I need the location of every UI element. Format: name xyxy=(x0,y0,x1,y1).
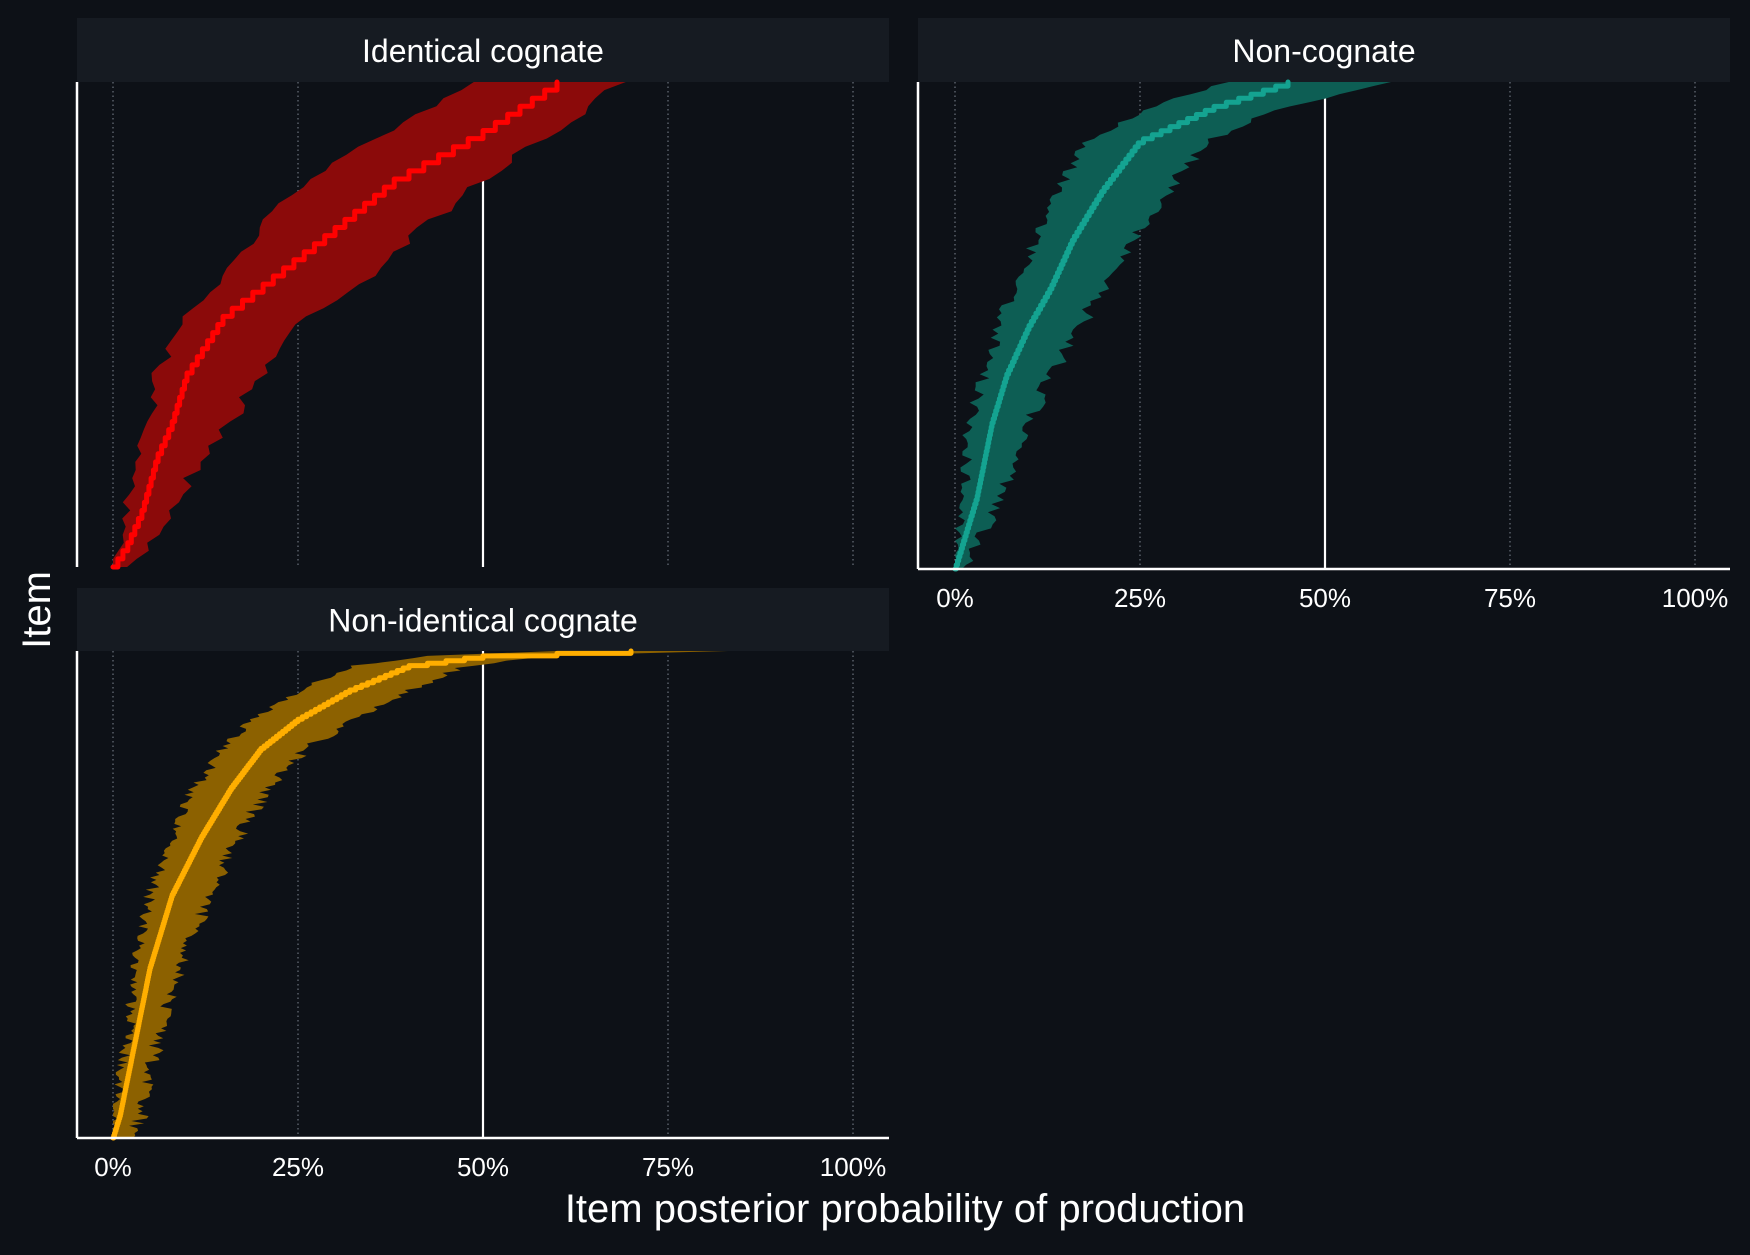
x-tick-label: 25% xyxy=(1114,583,1166,613)
x-tick-label: 50% xyxy=(1299,583,1351,613)
panel-title: Non-cognate xyxy=(1232,33,1415,69)
panel-title: Identical cognate xyxy=(362,33,604,69)
panel-3: Non-identical cognate 0% 25% 50% 75% 100% xyxy=(75,588,889,1182)
panel-title: Non-identical cognate xyxy=(328,603,638,639)
y-axis-title: Item xyxy=(15,571,59,649)
x-tick-label: 100% xyxy=(820,1152,887,1182)
x-tick-label: 75% xyxy=(642,1152,694,1182)
x-tick-label: 25% xyxy=(272,1152,324,1182)
median-line xyxy=(110,648,634,1141)
panels-layer: Identical cognate Non-cognate 0% 25% 50% 75% 1… xyxy=(75,18,1730,1182)
x-axis-title: Item posterior probability of production xyxy=(565,1187,1245,1231)
panel-strip xyxy=(918,18,1730,82)
panel-strip xyxy=(77,588,889,651)
panel-strip xyxy=(77,18,889,82)
x-tick-label: 75% xyxy=(1484,583,1536,613)
median-line xyxy=(952,79,1291,572)
x-tick-label: 100% xyxy=(1662,583,1729,613)
credible-interval-band xyxy=(113,651,728,1138)
x-tick-label: 0% xyxy=(936,583,974,613)
x-tick-label: 0% xyxy=(94,1152,132,1182)
x-tick-label: 50% xyxy=(457,1152,509,1182)
panel-1: Identical cognate xyxy=(75,18,889,570)
panel-2: Non-cognate 0% 25% 50% 75% 100% xyxy=(916,18,1730,613)
credible-interval-band xyxy=(955,82,1391,569)
median-line xyxy=(110,79,560,570)
